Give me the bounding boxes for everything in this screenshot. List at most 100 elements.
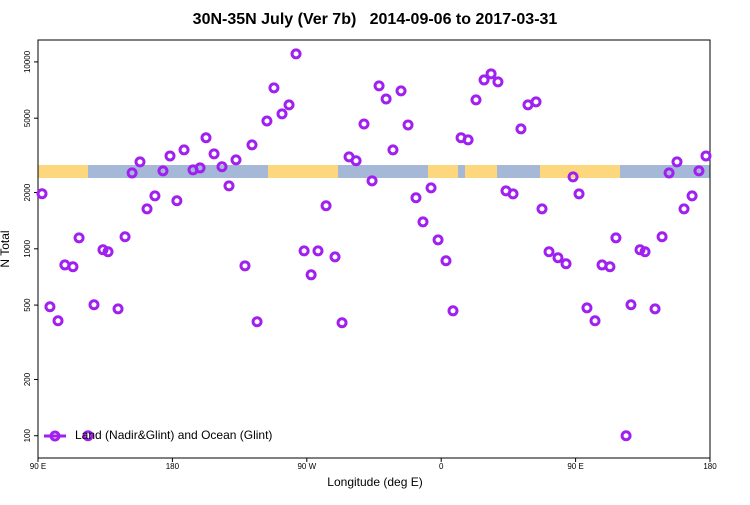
y-tick-label: 2000 bbox=[23, 183, 32, 201]
point bbox=[261, 115, 273, 127]
point bbox=[620, 430, 632, 442]
point bbox=[216, 161, 228, 173]
point bbox=[251, 316, 263, 328]
x-tick-label: 180 bbox=[166, 462, 180, 471]
point bbox=[52, 315, 64, 327]
x-axis-label: Longitude (deg E) bbox=[327, 475, 422, 489]
point bbox=[678, 203, 690, 215]
point bbox=[119, 231, 131, 243]
point bbox=[194, 162, 206, 174]
point bbox=[290, 48, 302, 60]
point bbox=[492, 76, 504, 88]
x-tick-label: 0 bbox=[439, 462, 444, 471]
point bbox=[329, 251, 341, 263]
point bbox=[589, 315, 601, 327]
point bbox=[470, 94, 482, 106]
point bbox=[560, 258, 572, 270]
point bbox=[230, 154, 242, 166]
point bbox=[239, 260, 251, 272]
point bbox=[639, 246, 651, 258]
point bbox=[157, 165, 169, 177]
point bbox=[530, 96, 542, 108]
y-tick-label: 500 bbox=[23, 298, 32, 312]
point bbox=[432, 234, 444, 246]
x-tick-label: 90 W bbox=[297, 462, 316, 471]
y-tick-label: 5000 bbox=[23, 109, 32, 127]
point bbox=[536, 203, 548, 215]
point bbox=[283, 99, 295, 111]
y-tick-label: 10000 bbox=[23, 50, 32, 73]
point bbox=[178, 144, 190, 156]
point bbox=[268, 82, 280, 94]
point bbox=[276, 108, 288, 120]
point bbox=[581, 302, 593, 314]
point bbox=[358, 118, 370, 130]
point bbox=[507, 188, 519, 200]
point bbox=[573, 188, 585, 200]
point bbox=[366, 175, 378, 187]
point bbox=[164, 150, 176, 162]
point bbox=[693, 165, 705, 177]
y-tick-label: 100 bbox=[23, 429, 32, 443]
point bbox=[686, 190, 698, 202]
y-tick-label: 200 bbox=[23, 372, 32, 386]
point bbox=[478, 74, 490, 86]
y-tick-label: 1000 bbox=[23, 239, 32, 257]
point bbox=[402, 119, 414, 131]
point bbox=[246, 139, 258, 151]
point bbox=[73, 232, 85, 244]
point bbox=[171, 195, 183, 207]
legend-marker bbox=[49, 430, 61, 442]
point bbox=[134, 156, 146, 168]
point bbox=[447, 305, 459, 317]
point bbox=[305, 269, 317, 281]
point bbox=[515, 123, 527, 135]
point bbox=[67, 261, 79, 273]
point bbox=[656, 231, 668, 243]
point bbox=[663, 167, 675, 179]
point bbox=[417, 216, 429, 228]
point bbox=[88, 299, 100, 311]
point bbox=[610, 232, 622, 244]
point bbox=[440, 255, 452, 267]
x-tick-label: 180 bbox=[703, 462, 717, 471]
map-strip bbox=[38, 165, 710, 178]
y-axis-label: N Total bbox=[0, 230, 12, 267]
point bbox=[380, 93, 392, 105]
point bbox=[604, 261, 616, 273]
point bbox=[671, 156, 683, 168]
point bbox=[82, 430, 94, 442]
point bbox=[373, 80, 385, 92]
point bbox=[149, 190, 161, 202]
point bbox=[462, 134, 474, 146]
point bbox=[425, 182, 437, 194]
point bbox=[298, 245, 310, 257]
point bbox=[649, 303, 661, 315]
point bbox=[223, 180, 235, 192]
point bbox=[543, 246, 555, 258]
point bbox=[312, 245, 324, 257]
point bbox=[336, 317, 348, 329]
point bbox=[625, 299, 637, 311]
point bbox=[44, 301, 56, 313]
point bbox=[485, 68, 497, 80]
point bbox=[552, 252, 564, 264]
point bbox=[350, 155, 362, 167]
x-tick-label: 90 E bbox=[567, 462, 583, 471]
point bbox=[700, 150, 712, 162]
point bbox=[112, 303, 124, 315]
point bbox=[141, 203, 153, 215]
legend-label: Land (Nadir&Glint) and Ocean (Glint) bbox=[75, 428, 272, 442]
plot-frame bbox=[37, 39, 711, 459]
x-tick-label: 90 E bbox=[30, 462, 46, 471]
point bbox=[395, 85, 407, 97]
point bbox=[410, 192, 422, 204]
chart-title: 30N-35N July (Ver 7b) 2014-09-06 to 2017… bbox=[193, 11, 558, 28]
point bbox=[320, 200, 332, 212]
point bbox=[126, 167, 138, 179]
point bbox=[36, 188, 48, 200]
point bbox=[208, 148, 220, 160]
point bbox=[387, 144, 399, 156]
point bbox=[200, 132, 212, 144]
